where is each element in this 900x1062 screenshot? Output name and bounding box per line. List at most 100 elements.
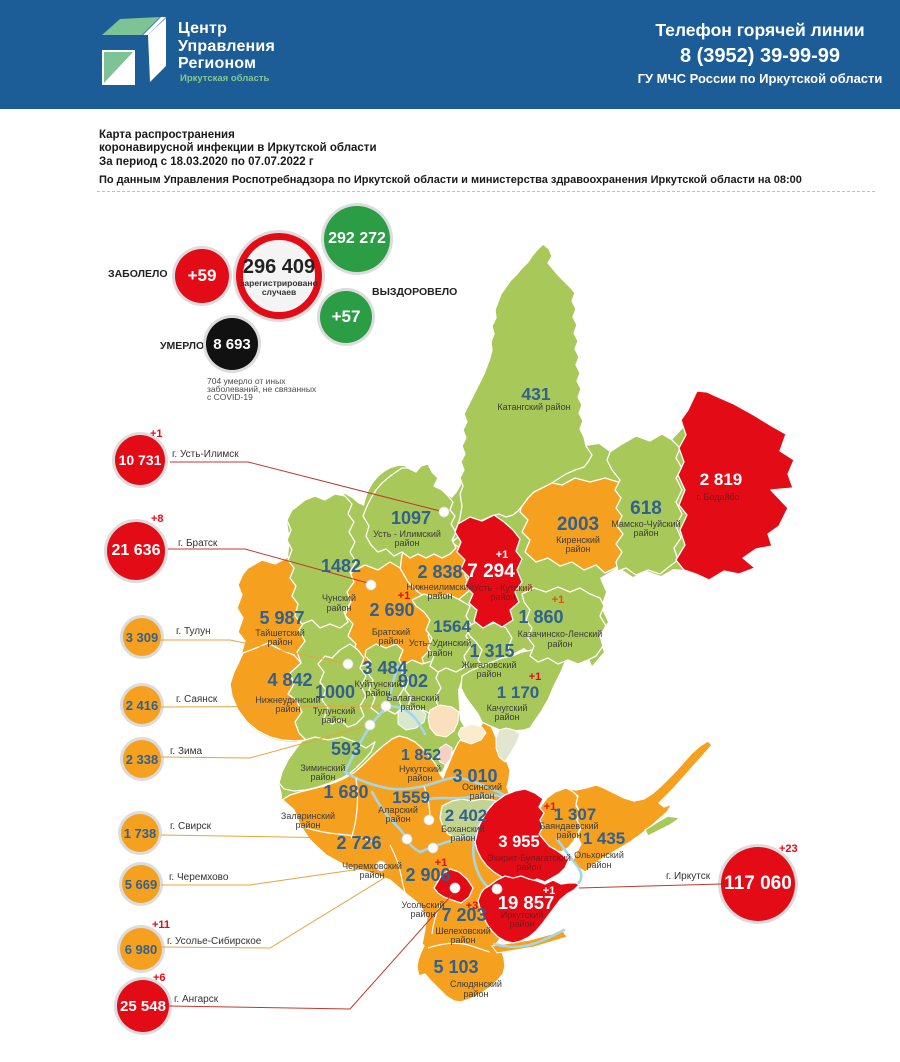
svg-text:район: район [359, 870, 384, 880]
svg-text:593: 593 [331, 739, 361, 759]
svg-text:район: район [450, 935, 475, 945]
svg-text:2 690: 2 690 [369, 600, 414, 620]
svg-text:1482: 1482 [321, 556, 361, 576]
svg-text:1559: 1559 [392, 788, 430, 807]
svg-text:2 726: 2 726 [336, 833, 381, 853]
svg-text:1564: 1564 [433, 617, 471, 636]
svg-text:+1: +1 [487, 807, 500, 819]
svg-text:Качугский: Качугский [487, 703, 528, 713]
svg-text:2 819: 2 819 [700, 470, 743, 489]
svg-text:3 955: 3 955 [498, 833, 539, 851]
svg-text:902: 902 [398, 671, 428, 691]
svg-text:19 857: 19 857 [498, 892, 555, 913]
svg-text:1 435: 1 435 [583, 829, 626, 848]
svg-text:район: район [326, 603, 351, 613]
svg-text:г. Бодайбо: г. Бодайбо [696, 492, 739, 502]
svg-text:Осинский: Осинский [462, 782, 502, 792]
svg-text:район: район [494, 712, 519, 722]
svg-text:Тулунский: Тулунский [313, 706, 356, 716]
svg-text:431: 431 [521, 384, 550, 404]
svg-text:Усть–Удинский: Усть–Удинский [409, 638, 471, 648]
svg-text:район: район [556, 830, 581, 840]
svg-text:1097: 1097 [391, 508, 431, 528]
svg-text:район: район [385, 814, 410, 824]
svg-text:618: 618 [630, 498, 662, 519]
svg-text:3 010: 3 010 [452, 766, 497, 786]
svg-text:район: район [365, 688, 390, 698]
svg-text:район: район [565, 544, 590, 554]
svg-text:Жигаловский: Жигаловский [462, 660, 517, 670]
svg-text:5 987: 5 987 [259, 608, 304, 628]
svg-text:Балаганский: Балаганский [387, 693, 440, 703]
svg-text:Слюдянский: Слюдянский [450, 979, 502, 989]
svg-text:Аларский: Аларский [378, 805, 418, 815]
svg-text:район: район [267, 637, 292, 647]
svg-text:+1: +1 [552, 594, 565, 606]
svg-text:Братский: Братский [372, 627, 410, 637]
svg-text:1000: 1000 [315, 682, 355, 702]
svg-text:Казачинско-Ленский: Казачинско-Ленский [518, 629, 603, 639]
svg-text:Киренский: Киренский [556, 535, 600, 545]
svg-text:Иркутский: Иркутский [501, 910, 544, 920]
svg-text:1 860: 1 860 [518, 607, 563, 627]
svg-text:Боханский: Боханский [441, 824, 485, 834]
svg-text:район: район [469, 791, 494, 801]
svg-text:район: район [490, 592, 515, 602]
svg-text:Куйтунский: Куйтунский [355, 679, 402, 689]
svg-text:1 852: 1 852 [401, 747, 441, 764]
svg-text:район: район [407, 773, 432, 783]
svg-text:район: район [427, 591, 452, 601]
svg-text:Баяндаевский: Баяндаевский [539, 821, 598, 831]
svg-text:район: район [410, 909, 435, 919]
svg-text:4 842: 4 842 [267, 670, 312, 690]
svg-text:+1: +1 [435, 857, 448, 869]
svg-text:район: район [310, 772, 335, 782]
svg-text:7 294: 7 294 [467, 561, 515, 582]
svg-text:Шелеховский: Шелеховский [435, 926, 491, 936]
svg-text:Чунский: Чунский [322, 593, 356, 603]
svg-text:2 838: 2 838 [417, 562, 462, 582]
svg-text:3 484: 3 484 [362, 658, 407, 678]
svg-text:+1: +1 [544, 801, 557, 813]
svg-text:район: район [427, 648, 452, 658]
svg-text:2 402: 2 402 [445, 806, 488, 825]
svg-text:7 203: 7 203 [441, 905, 486, 925]
svg-text:район: район [295, 820, 320, 830]
svg-text:+3: +3 [466, 900, 479, 912]
svg-text:Ольхонский: Ольхонский [574, 850, 624, 860]
svg-text:Тайшетский: Тайшетский [255, 628, 305, 638]
svg-text:1 680: 1 680 [323, 782, 368, 802]
svg-text:район: район [547, 639, 572, 649]
svg-text:Нукутский: Нукутский [399, 764, 441, 774]
svg-text:район: район [509, 919, 534, 929]
svg-text:1 170: 1 170 [497, 683, 540, 702]
svg-text:район: район [321, 715, 346, 725]
svg-text:район: район [476, 669, 501, 679]
svg-text:+1: +1 [496, 549, 509, 561]
svg-text:Заларинский: Заларинский [281, 811, 335, 821]
svg-text:Усольский: Усольский [402, 900, 445, 910]
svg-text:Нижнеилимский: Нижнеилимский [406, 582, 474, 592]
svg-text:Зиминский: Зиминский [300, 763, 345, 773]
svg-text:1 315: 1 315 [469, 641, 514, 661]
svg-text:Нижнеудинский: Нижнеудинский [255, 695, 320, 705]
svg-text:район: район [400, 702, 425, 712]
svg-text:2003: 2003 [557, 514, 599, 535]
svg-text:1 307: 1 307 [554, 805, 597, 824]
svg-text:+1: +1 [543, 885, 556, 897]
svg-text:район: район [394, 538, 419, 548]
svg-text:Усть - Кутский: Усть - Кутский [474, 583, 533, 593]
svg-text:Эхирит-Булагатский: Эхирит-Булагатский [487, 853, 571, 863]
svg-text:район: район [463, 989, 488, 999]
svg-text:район: район [586, 860, 611, 870]
svg-text:+1: +1 [529, 671, 542, 683]
svg-text:район: район [516, 862, 541, 872]
svg-text:район: район [450, 833, 475, 843]
svg-text:+1: +1 [398, 590, 411, 602]
svg-text:5 103: 5 103 [433, 957, 478, 977]
svg-text:Усть - Илимский: Усть - Илимский [373, 529, 441, 539]
svg-text:Катангский район: Катангский район [497, 402, 570, 412]
svg-text:район: район [633, 528, 658, 538]
svg-text:Черемховский: Черемховский [342, 861, 402, 871]
svg-text:район: район [275, 704, 300, 714]
